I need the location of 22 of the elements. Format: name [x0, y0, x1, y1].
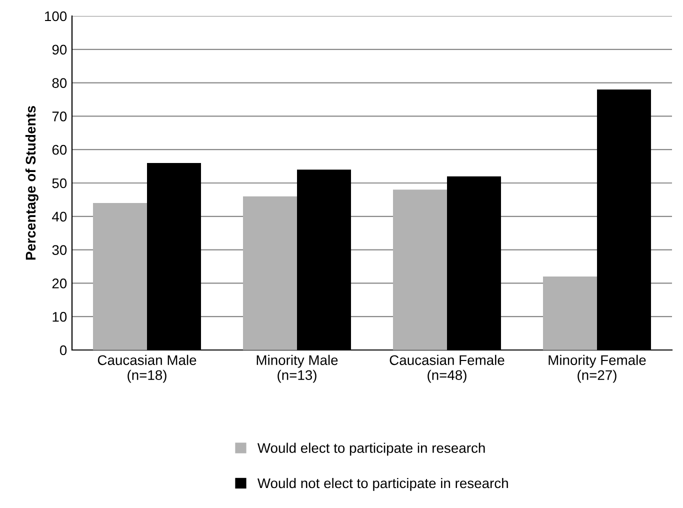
y-tick-label: 50	[52, 178, 67, 188]
y-tick-label: 80	[52, 78, 67, 88]
y-tick-label: 10	[52, 312, 67, 322]
y-tick-label: 30	[52, 245, 67, 255]
y-tick-label: 70	[52, 112, 67, 122]
bar	[243, 196, 297, 350]
bar	[543, 276, 597, 350]
x-tick-label: Minority Female (n=27)	[548, 354, 646, 383]
y-tick-label: 60	[52, 144, 67, 155]
x-tick-label: Caucasian Female (n=48)	[390, 354, 504, 383]
y-tick-label: 90	[52, 44, 67, 55]
bar	[93, 203, 147, 350]
y-tick-label: 20	[52, 278, 67, 288]
x-tick-label: Minority Male (n=13)	[256, 354, 338, 383]
bar	[393, 190, 447, 350]
y-tick-label: 40	[52, 212, 67, 222]
legend-label: Would elect to participate in research	[257, 442, 485, 456]
legend-label: Would not elect to participate in research	[257, 478, 508, 491]
x-tick-label: Caucasian Male (n=18)	[98, 354, 196, 383]
y-axis-title: Percentage of Students	[25, 106, 38, 260]
y-tick-label: 0	[60, 345, 67, 356]
y-tick-label: 100	[45, 11, 67, 22]
